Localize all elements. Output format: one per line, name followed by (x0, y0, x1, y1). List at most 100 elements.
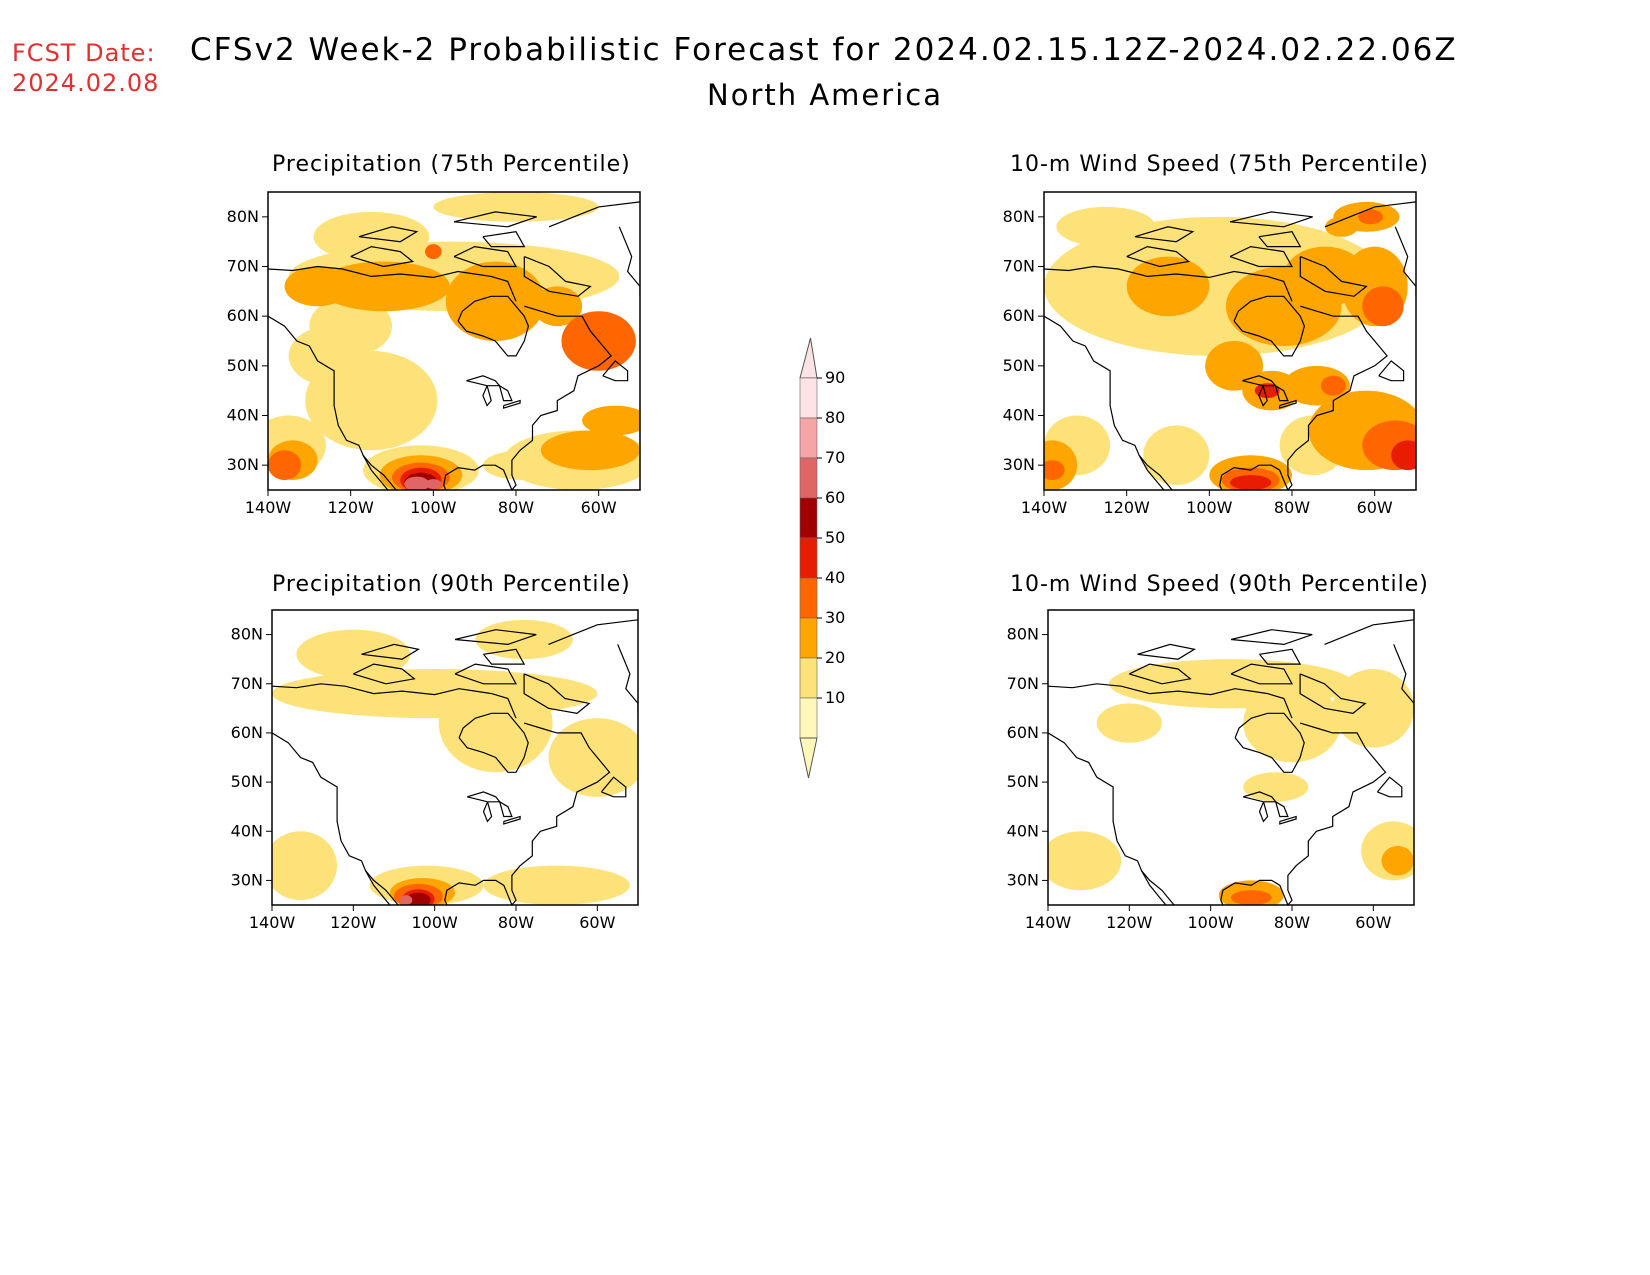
lat-tick-label: 70N (231, 674, 263, 693)
coastline (457, 295, 530, 357)
probability-contour (1254, 383, 1280, 399)
lon-tick-label: 120W (330, 913, 377, 932)
probability-contour (406, 892, 431, 905)
lat-tick-label: 60N (1007, 723, 1039, 742)
map-precip-75: 80N 70N 60N 50N 40N 30N 140W 120W 100W 80W 60W (227, 191, 641, 517)
coastline (1324, 201, 1416, 228)
probability-contour (540, 430, 640, 471)
map-wind-90: 80N 70N 60N 50N 40N 30N 140W 120W 100W 80W 60W (1007, 609, 1415, 932)
coastline (458, 712, 529, 773)
lat-tick-label: 50N (1007, 772, 1039, 791)
colorbar-label: 10 (825, 688, 845, 707)
lon-tick-label: 60W (1355, 913, 1391, 932)
probability-contour (1230, 475, 1272, 490)
probability-contour (1358, 209, 1383, 225)
coastline (1279, 399, 1297, 409)
map-wind-75: 80N 70N 60N 50N 40N 30N 140W 120W 100W 80W 60W (1003, 191, 1417, 517)
probability-contour (1056, 206, 1156, 247)
colorbar-top-arrow (799, 337, 818, 379)
coastline (482, 231, 526, 248)
lon-tick-label: 60W (1357, 498, 1393, 517)
coastlines (272, 619, 638, 905)
lat-tick-label: 50N (227, 356, 259, 375)
coastline (1279, 815, 1297, 825)
probability-contour (1231, 890, 1272, 905)
coastline (364, 870, 391, 905)
lon-tick-label: 80W (498, 498, 534, 517)
coastline (1274, 385, 1289, 402)
lat-tick-label: 30N (1003, 455, 1035, 474)
map-frame (267, 191, 641, 491)
probability-contour (1126, 256, 1210, 317)
lat-tick-label: 50N (1003, 356, 1035, 375)
coastline (1126, 245, 1191, 268)
colorbar-label: 60 (825, 488, 845, 507)
coastline (498, 385, 513, 402)
coastlines (268, 201, 640, 490)
coastline (1378, 360, 1405, 382)
coastline (1048, 732, 1175, 905)
lat-tick-label: 60N (1003, 306, 1035, 325)
coastline (1138, 454, 1165, 490)
coastline (1258, 801, 1269, 823)
colorbar-label: 70 (825, 448, 845, 467)
coastline (523, 256, 592, 297)
coastline (358, 226, 419, 243)
coastline (1299, 673, 1367, 714)
colorbar-label: 40 (825, 568, 845, 587)
coastline (1234, 712, 1305, 773)
lat-tick-label: 40N (227, 406, 259, 425)
probability-contour (272, 831, 338, 901)
coastline (1376, 776, 1403, 798)
probability-contour (296, 629, 411, 679)
lat-tick-label: 70N (1007, 674, 1039, 693)
lat-tick-label: 80N (1003, 207, 1035, 226)
coastline (453, 211, 537, 228)
probability-contour (425, 479, 442, 490)
coastline (1324, 619, 1414, 645)
probability-contour (1044, 460, 1065, 481)
coastline (1299, 256, 1368, 297)
coastline (482, 801, 493, 823)
probability-contour (1362, 286, 1404, 327)
coastline (1233, 295, 1306, 357)
page-title: CFSv2 Week-2 Probabilistic Forecast for … (190, 32, 1458, 68)
colorbar-label: 20 (825, 648, 845, 667)
coastline (1258, 231, 1302, 248)
coastline (1140, 870, 1167, 905)
probability-contour (317, 261, 450, 312)
lon-tick-label: 140W (249, 913, 296, 932)
coastline (523, 673, 591, 714)
fcst-date-label: FCST Date: (12, 39, 156, 67)
colorbar-segment (799, 417, 818, 459)
coastline (600, 776, 627, 798)
probability-contour (404, 476, 430, 490)
coastline (272, 683, 517, 719)
map-frame (1047, 609, 1415, 906)
colorbar-segment (799, 697, 818, 739)
probability-contour (1381, 846, 1414, 876)
coastline (483, 648, 526, 665)
coastline (353, 663, 416, 685)
lon-tick-label: 80W (1274, 498, 1310, 517)
fcst-date-value: 2024.02.08 (12, 69, 160, 97)
coastline (361, 643, 421, 660)
lat-tick-label: 70N (1003, 257, 1035, 276)
lon-tick-label: 120W (1106, 913, 1153, 932)
probability-contour (483, 865, 630, 905)
probability-contour (433, 192, 599, 222)
lon-tick-label: 140W (1025, 913, 1072, 932)
lon-tick-label: 60W (579, 913, 615, 932)
coastline (268, 265, 517, 302)
coastline (454, 629, 537, 646)
coastline (467, 791, 501, 803)
probability-contour (1048, 831, 1122, 891)
lat-tick-label: 60N (231, 723, 263, 742)
coastline (482, 385, 492, 407)
probability-contour (284, 266, 351, 307)
coastline (1219, 464, 1289, 490)
coastline (548, 201, 640, 228)
colorbar-bottom-arrow (799, 737, 818, 779)
lat-tick-label: 50N (231, 772, 263, 791)
page-subtitle: North America (707, 78, 943, 112)
